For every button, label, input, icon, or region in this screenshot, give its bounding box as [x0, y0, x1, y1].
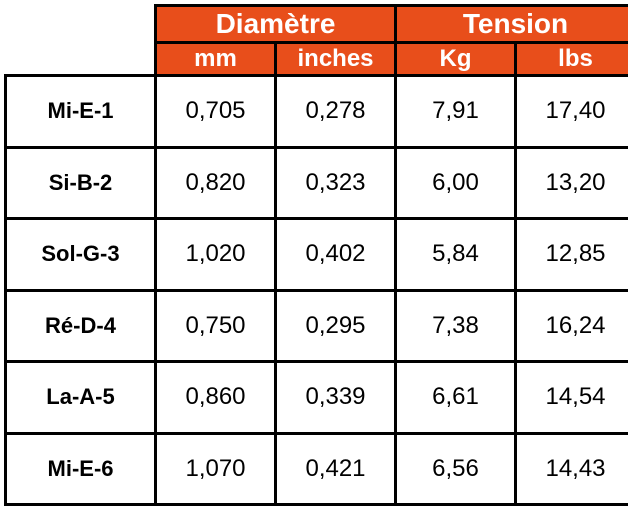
cell-inches: 0,402: [276, 219, 396, 291]
cell-mm: 0,705: [156, 76, 276, 148]
cell-mm: 0,820: [156, 147, 276, 219]
cell-lbs: 17,40: [516, 76, 628, 148]
cell-lbs: 14,43: [516, 433, 628, 505]
row-label: La-A-5: [6, 362, 156, 434]
cell-kg: 6,00: [396, 147, 516, 219]
cell-inches: 0,421: [276, 433, 396, 505]
table-row: Si-B-2 0,820 0,323 6,00 13,20: [6, 147, 628, 219]
column-header-mm: mm: [156, 43, 276, 76]
column-header-kg: Kg: [396, 43, 516, 76]
cell-kg: 6,61: [396, 362, 516, 434]
cell-lbs: 16,24: [516, 290, 628, 362]
cell-inches: 0,278: [276, 76, 396, 148]
table-row: Ré-D-4 0,750 0,295 7,38 16,24: [6, 290, 628, 362]
cell-kg: 7,38: [396, 290, 516, 362]
row-label: Mi-E-6: [6, 433, 156, 505]
table-row: Mi-E-1 0,705 0,278 7,91 17,40: [6, 76, 628, 148]
column-group-tension: Tension: [396, 6, 628, 43]
table-corner: [6, 6, 156, 76]
cell-inches: 0,295: [276, 290, 396, 362]
cell-inches: 0,323: [276, 147, 396, 219]
cell-mm: 0,750: [156, 290, 276, 362]
cell-lbs: 14,54: [516, 362, 628, 434]
cell-kg: 6,56: [396, 433, 516, 505]
table-row: Sol-G-3 1,020 0,402 5,84 12,85: [6, 219, 628, 291]
cell-inches: 0,339: [276, 362, 396, 434]
cell-lbs: 12,85: [516, 219, 628, 291]
cell-mm: 0,860: [156, 362, 276, 434]
table-row: Mi-E-6 1,070 0,421 6,56 14,43: [6, 433, 628, 505]
row-label: Si-B-2: [6, 147, 156, 219]
cell-lbs: 13,20: [516, 147, 628, 219]
cell-mm: 1,020: [156, 219, 276, 291]
column-header-lbs: lbs: [516, 43, 628, 76]
strings-spec-table: Diamètre Tension mm inches Kg lbs Mi-E-1…: [4, 4, 628, 506]
row-label: Ré-D-4: [6, 290, 156, 362]
cell-kg: 5,84: [396, 219, 516, 291]
table-row: La-A-5 0,860 0,339 6,61 14,54: [6, 362, 628, 434]
cell-kg: 7,91: [396, 76, 516, 148]
cell-mm: 1,070: [156, 433, 276, 505]
column-header-inches: inches: [276, 43, 396, 76]
row-label: Sol-G-3: [6, 219, 156, 291]
column-group-diametre: Diamètre: [156, 6, 396, 43]
row-label: Mi-E-1: [6, 76, 156, 148]
